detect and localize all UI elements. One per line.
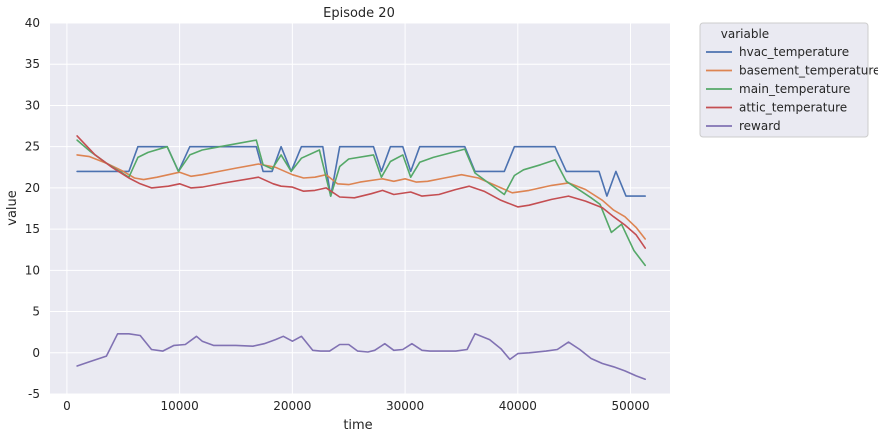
legend-label: hvac_temperature: [739, 45, 849, 59]
legend-label: reward: [739, 119, 781, 133]
x-tick-label: 40000: [499, 399, 537, 413]
x-tick-label: 30000: [386, 399, 424, 413]
y-axis-label: value: [5, 190, 20, 226]
series-line-hvac-temperature: [76, 145, 647, 197]
legend-box: [699, 22, 869, 138]
grid: [50, 22, 670, 395]
x-tick-label: 10000: [161, 399, 199, 413]
series-lines: [76, 135, 647, 381]
x-tick-label: 20000: [273, 399, 311, 413]
legend-title: variable: [721, 27, 769, 41]
y-tick-label: 15: [25, 222, 40, 236]
y-tick-label: 30: [25, 98, 40, 112]
x-tick-label: 0: [63, 399, 71, 413]
series-line-reward: [76, 332, 647, 381]
legend-label: main_temperature: [739, 82, 850, 96]
y-tick-label: 25: [25, 140, 40, 154]
x-tick-label: 50000: [611, 399, 649, 413]
y-tick-label: 10: [25, 263, 40, 277]
legend-label: attic_temperature: [739, 101, 847, 115]
y-tick-label: 5: [32, 305, 40, 319]
legend-items: hvac_temperature basement_temperaturemain…: [706, 45, 878, 133]
y-tick-label: 20: [25, 181, 40, 195]
x-tick-labels: 0 10000 20000 30000 40000 50000: [63, 399, 650, 413]
y-tick-label: 0: [32, 346, 40, 360]
plot-background: [50, 23, 670, 394]
y-tick-label: -5: [28, 387, 40, 401]
legend-label: basement_temperature: [739, 64, 878, 78]
y-tick-label: 40: [25, 16, 40, 30]
y-tick-labels: -5 0 5 10 15 20 25 30 35 40: [25, 16, 40, 401]
x-axis-label: time: [343, 418, 372, 433]
y-tick-label: 35: [25, 57, 40, 71]
series-line-attic-temperature: [76, 135, 647, 249]
legend: variable hvac_temperature basement_temper…: [699, 22, 878, 138]
series-line-basement-temperature: [76, 154, 647, 240]
chart-title: Episode 20: [323, 6, 395, 21]
series-line-main-temperature: [76, 139, 647, 267]
